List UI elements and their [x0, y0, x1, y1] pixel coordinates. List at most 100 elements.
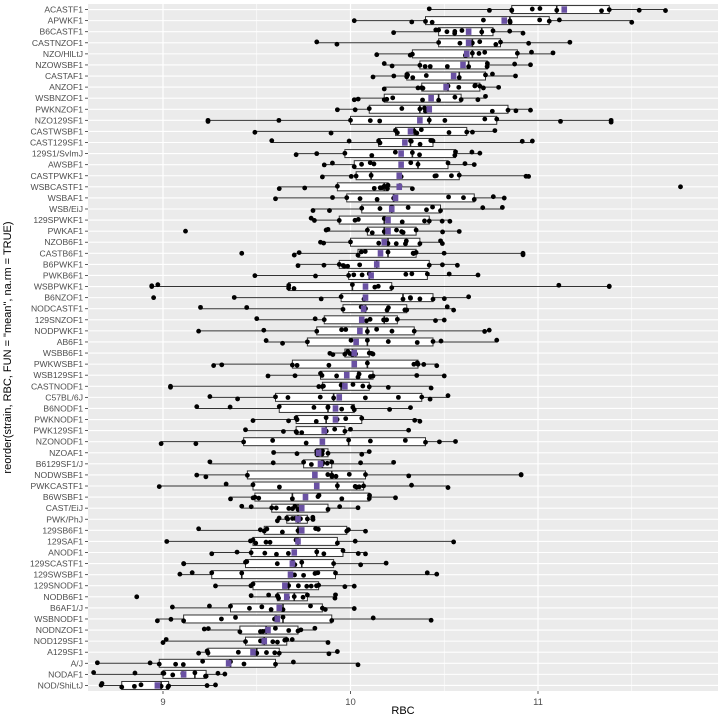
data-point — [414, 130, 420, 136]
y-axis-title: reorder(strain, RBC, FUN = "mean", na.rm… — [2, 221, 14, 473]
data-point — [364, 329, 370, 334]
data-point — [389, 328, 395, 334]
data-point — [434, 571, 440, 577]
data-point — [352, 484, 358, 489]
data-point — [158, 441, 164, 447]
data-point — [414, 360, 420, 366]
data-point — [338, 294, 344, 300]
data-point — [375, 283, 381, 289]
data-point — [334, 41, 340, 47]
data-point — [154, 618, 160, 624]
mean-marker — [289, 560, 296, 567]
data-point — [409, 19, 415, 25]
data-point — [422, 218, 427, 224]
mean-marker — [282, 582, 288, 589]
data-point — [367, 160, 373, 166]
data-point — [299, 430, 305, 435]
data-point — [334, 107, 340, 113]
data-point — [339, 327, 344, 333]
data-point — [423, 73, 429, 78]
data-point — [377, 206, 383, 211]
data-point — [296, 250, 302, 256]
data-point — [273, 505, 279, 511]
data-point — [369, 350, 374, 356]
box — [295, 415, 363, 425]
data-point — [501, 195, 507, 201]
data-point — [357, 262, 363, 268]
y-tick-label: NZOAF1 — [49, 448, 83, 458]
data-point — [477, 150, 483, 156]
data-point — [298, 627, 304, 633]
data-point — [430, 339, 436, 344]
data-point — [458, 97, 464, 103]
data-point — [384, 96, 390, 102]
y-tick-label: WSBB6F1 — [43, 348, 83, 358]
data-point — [567, 39, 573, 45]
data-point — [254, 316, 260, 322]
data-point — [334, 649, 340, 654]
outlier-point — [678, 184, 683, 190]
data-point — [432, 173, 438, 179]
data-point — [228, 603, 233, 609]
y-tick-label: B6CASTF1 — [40, 27, 84, 37]
data-point — [156, 661, 162, 667]
data-point — [420, 85, 426, 91]
mean-marker — [357, 327, 363, 335]
data-point — [529, 138, 535, 144]
data-point — [344, 195, 350, 201]
y-tick-label: NZOWSBF1 — [35, 60, 83, 70]
box — [252, 481, 365, 491]
data-point — [286, 506, 292, 511]
data-point — [367, 316, 373, 322]
data-point — [418, 127, 424, 133]
mean-marker — [351, 349, 358, 357]
data-point — [209, 551, 215, 557]
data-point — [481, 85, 486, 91]
data-point — [492, 128, 498, 133]
data-point — [452, 30, 458, 36]
mean-marker — [377, 250, 384, 257]
y-tick-label: PWK129SF1 — [33, 426, 83, 436]
data-point — [402, 437, 408, 443]
data-point — [482, 49, 488, 55]
data-point — [165, 684, 171, 690]
data-point — [459, 28, 465, 33]
data-point — [325, 640, 331, 645]
data-point — [429, 19, 435, 25]
mean-marker — [392, 194, 399, 202]
data-point — [295, 263, 301, 269]
data-point — [295, 583, 301, 589]
data-point — [334, 540, 340, 546]
mean-marker — [381, 239, 388, 246]
data-point — [481, 17, 486, 23]
data-point — [406, 427, 412, 433]
data-point — [273, 196, 278, 202]
data-point — [293, 152, 299, 158]
data-point — [346, 437, 352, 443]
data-point — [160, 640, 166, 645]
data-point — [663, 8, 668, 13]
data-point — [514, 50, 520, 56]
data-point — [436, 97, 442, 103]
data-point — [438, 238, 443, 244]
data-point — [461, 195, 466, 201]
y-tick-label: AWSBF1 — [48, 160, 83, 170]
data-point — [430, 204, 435, 210]
data-point — [325, 405, 331, 410]
data-point — [331, 561, 337, 566]
data-point — [356, 371, 362, 377]
box — [421, 82, 481, 92]
data-point — [294, 362, 300, 368]
data-point — [289, 362, 295, 368]
data-point — [273, 661, 278, 667]
data-point — [308, 462, 314, 467]
data-point — [368, 172, 374, 178]
data-point — [349, 282, 355, 288]
data-point — [466, 294, 472, 300]
data-point — [147, 660, 153, 666]
y-tick-label: B6129SF1/J — [36, 459, 83, 469]
data-point — [445, 485, 451, 490]
data-point — [427, 396, 433, 402]
data-point — [352, 538, 358, 544]
